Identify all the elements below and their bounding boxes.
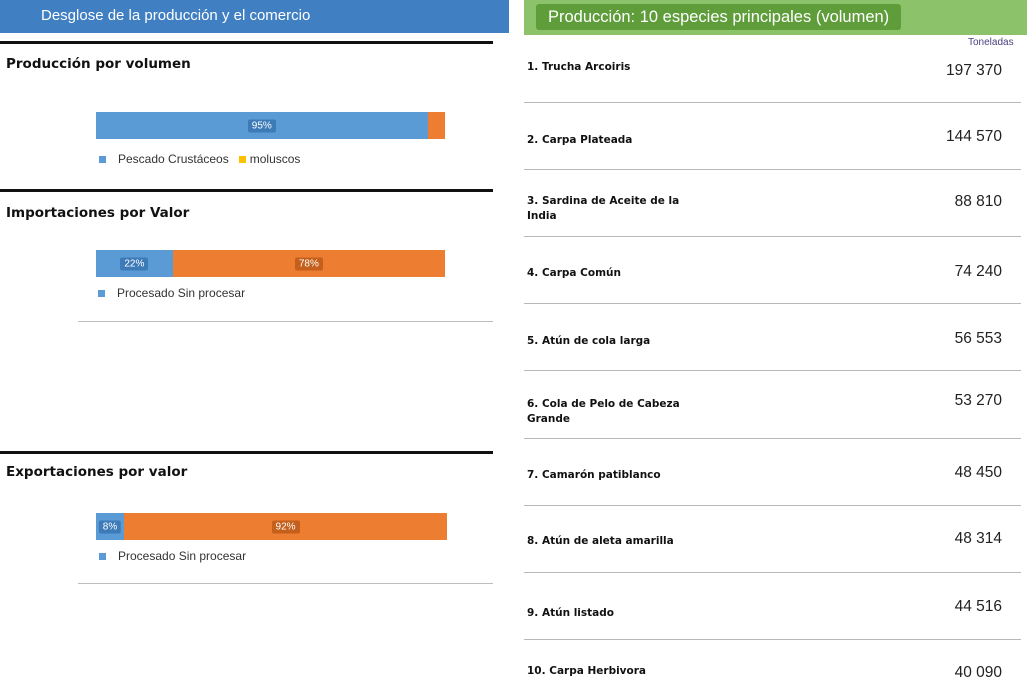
- species-volume: 56 553: [954, 330, 1002, 347]
- species-name: 8. Atún de aleta amarilla: [527, 535, 674, 547]
- table-row: 1. Trucha Arcoiris 197 370: [524, 36, 1021, 103]
- species-name: 5. Atún de cola larga: [527, 335, 651, 347]
- bar-segment: 92%: [124, 513, 447, 540]
- bar-data-label: 92%: [271, 520, 300, 533]
- left-panel-header: Desglose de la producción y el comercio: [0, 0, 509, 33]
- bar-segment: 22%: [96, 250, 173, 277]
- legend-swatch-processed: [98, 289, 105, 297]
- production-volume-legend: Pescado Crustáceos moluscos: [99, 152, 300, 166]
- exports-value-legend: Procesado Sin procesar: [99, 549, 246, 563]
- section-divider: [0, 41, 493, 44]
- species-name: 6. Cola de Pelo de Cabeza Grande: [527, 398, 680, 425]
- bar-segment: 8%: [96, 513, 125, 540]
- section-rule: [78, 583, 493, 584]
- legend-label-processed: Procesado Sin procesar: [118, 549, 247, 563]
- row-divider: [524, 572, 1021, 573]
- production-volume-bar: 95%: [96, 112, 445, 139]
- species-volume: 48 314: [954, 530, 1002, 547]
- species-volume: 144 570: [945, 128, 1002, 145]
- table-row: 7. Camarón patiblanco 48 450: [524, 439, 1021, 506]
- species-volume: 53 270: [954, 392, 1002, 409]
- row-divider: [524, 169, 1021, 170]
- row-divider: [524, 303, 1021, 304]
- section-divider: [0, 451, 493, 454]
- species-volume: 74 240: [954, 263, 1002, 280]
- species-volume: 197 370: [945, 62, 1002, 79]
- table-row: 4. Carpa Común 74 240: [524, 237, 1021, 304]
- species-name: 9. Atún listado: [527, 607, 614, 619]
- section-rule: [78, 321, 493, 322]
- species-volume: 48 450: [954, 464, 1002, 481]
- bar-data-label: 95%: [247, 119, 276, 132]
- legend-label-processed: Procesado Sin procesar: [117, 286, 246, 300]
- species-name: 3. Sardina de Aceite de la India: [527, 195, 680, 222]
- legend-label-fish: Pescado Crustáceos: [118, 152, 229, 166]
- species-name: 7. Camarón patiblanco: [527, 469, 661, 481]
- row-divider: [524, 102, 1021, 103]
- bar-segment: 78%: [172, 250, 445, 277]
- species-name: 2. Carpa Plateada: [527, 134, 633, 146]
- bar-segment: 95%: [96, 112, 428, 139]
- species-volume: 88 810: [954, 193, 1002, 210]
- legend-label-molluscs: moluscos: [249, 152, 301, 166]
- exports-value-title: Exportaciones por valor: [6, 464, 188, 480]
- species-name: 10. Carpa Herbivora: [527, 665, 647, 677]
- species-name: 4. Carpa Común: [527, 267, 621, 279]
- bar-data-label: 78%: [294, 257, 323, 270]
- section-divider: [0, 189, 493, 192]
- bar-data-label: 22%: [120, 257, 149, 270]
- bar-segment: [427, 112, 445, 139]
- bar-data-label: 8%: [98, 520, 122, 533]
- exports-value-bar: 8% 92%: [96, 513, 447, 540]
- unit-label: Toneladas: [968, 37, 1014, 48]
- row-divider: [524, 236, 1021, 237]
- legend-swatch-molluscs: [238, 155, 246, 163]
- right-panel-title: Producción: 10 especies principales (vol…: [536, 4, 902, 30]
- imports-value-title: Importaciones por Valor: [6, 205, 190, 221]
- imports-value-legend: Procesado Sin procesar: [98, 286, 245, 300]
- row-divider: [524, 438, 1021, 439]
- row-divider: [524, 639, 1021, 640]
- table-row: 10. Carpa Herbivora 40 090: [524, 640, 1021, 691]
- row-divider: [524, 370, 1021, 371]
- legend-swatch-fish: [99, 155, 106, 163]
- species-name: 1. Trucha Arcoiris: [527, 61, 631, 73]
- table-row: 3. Sardina de Aceite de la India 88 810: [524, 170, 1021, 237]
- production-volume-title: Producción por volumen: [6, 56, 191, 72]
- imports-value-bar: 22% 78%: [96, 250, 445, 277]
- table-row: 6. Cola de Pelo de Cabeza Grande 53 270: [524, 371, 1021, 439]
- row-divider: [524, 505, 1021, 506]
- table-row: 2. Carpa Plateada 144 570: [524, 102, 1021, 170]
- species-volume: 44 516: [954, 598, 1002, 615]
- legend-swatch-processed: [99, 552, 106, 560]
- species-volume: 40 090: [954, 664, 1002, 681]
- table-row: 5. Atún de cola larga 56 553: [524, 304, 1021, 371]
- table-row: 8. Atún de aleta amarilla 48 314: [524, 506, 1021, 573]
- table-row: 9. Atún listado 44 516: [524, 573, 1021, 640]
